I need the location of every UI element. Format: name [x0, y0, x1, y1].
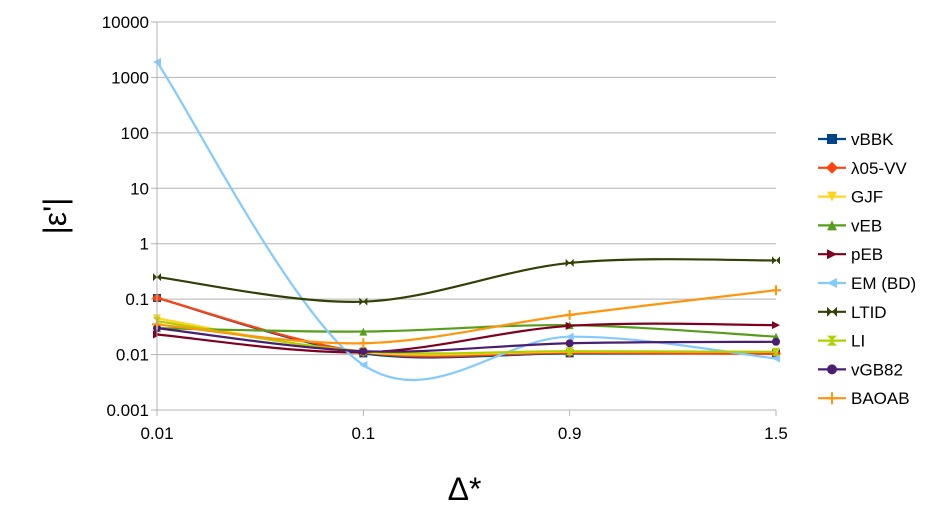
data-point: [565, 258, 574, 267]
series-ltid: [153, 256, 780, 306]
legend-item: vEB: [818, 216, 882, 235]
data-point: [565, 347, 574, 356]
y-tick-label: 10000: [102, 13, 149, 32]
series-line: [156, 327, 777, 353]
legend-item: BAOAB: [818, 389, 910, 408]
axes: [156, 22, 777, 416]
y-tick-label: 1: [140, 235, 149, 254]
legend-item: vGB82: [818, 360, 903, 379]
series-line: [156, 323, 777, 338]
series-line: [156, 61, 777, 382]
data-point: [826, 392, 838, 405]
data-point: [565, 321, 574, 330]
legend-item: λ05-VV: [818, 159, 907, 178]
x-tick-label: 0.01: [140, 424, 173, 443]
legend-label: LTID: [851, 303, 887, 322]
data-point: [565, 339, 574, 348]
x-axis-title: Δ*: [448, 471, 482, 507]
legend-label: vGB82: [851, 360, 903, 379]
data-point: [772, 337, 780, 346]
legend-label: pEB: [851, 245, 883, 264]
data-point: [827, 306, 837, 317]
y-tick-label: 100: [121, 124, 149, 143]
legend-item: EM (BD): [818, 274, 916, 293]
data-point: [359, 347, 368, 356]
data-point: [359, 360, 368, 369]
legend-item: vBBK: [818, 130, 894, 149]
data-point: [771, 285, 781, 296]
legend-label: vEB: [851, 216, 882, 235]
tick-labels: 10000 1000 100 10 1 0.1 0.01 0.001 0.01 0.1 0.9 1.5: [102, 13, 788, 443]
data-point: [827, 364, 837, 375]
y-tick-label: 0.001: [106, 401, 149, 420]
legend-label: EM (BD): [851, 274, 916, 293]
data-point: [564, 309, 575, 320]
data-point: [827, 220, 837, 231]
data-point: [359, 327, 368, 336]
series-line: [156, 322, 777, 354]
legend-item: LTID: [818, 303, 887, 322]
legend-label: LI: [851, 332, 865, 351]
legend-label: GJF: [851, 188, 883, 207]
data-point: [827, 134, 837, 144]
y-axis-title: |ε'|: [37, 198, 73, 235]
x-tick-label: 0.9: [558, 424, 582, 443]
legend-label: vBBK: [851, 130, 894, 149]
series-vgb82: [153, 324, 780, 356]
data-point: [827, 249, 837, 260]
legend-item: GJF: [818, 188, 883, 207]
data-point: [772, 354, 780, 363]
data-point: [827, 191, 837, 202]
series-line: [156, 289, 777, 345]
y-tick-label: 0.01: [116, 346, 149, 365]
data-point: [358, 338, 369, 349]
y-tick-label: 0.1: [125, 290, 149, 309]
series-line: [156, 258, 777, 303]
data-point: [565, 332, 574, 341]
data-point: [153, 317, 161, 326]
legend-item: pEB: [818, 245, 883, 264]
legend-label: λ05-VV: [851, 159, 907, 178]
data-point: [772, 321, 780, 330]
data-point: [827, 335, 837, 346]
y-tick-label: 1000: [111, 68, 149, 87]
legend-item: LI: [818, 332, 865, 351]
data-point: [359, 297, 368, 306]
data-point: [826, 161, 838, 174]
series-baoab: [152, 285, 781, 349]
x-tick-label: 0.1: [352, 424, 376, 443]
data-point: [772, 256, 780, 265]
y-tick-label: 10: [130, 179, 149, 198]
series-layer: [152, 57, 781, 382]
legend: vBBK λ05-VV GJF vEB pEB EM (BD) LTID LI vGB82 BAO…: [818, 130, 916, 408]
legend-label: BAOAB: [851, 389, 910, 408]
data-point: [772, 347, 780, 356]
x-tick-label: 1.5: [764, 424, 788, 443]
data-point: [827, 278, 837, 288]
series-line: [156, 296, 777, 358]
